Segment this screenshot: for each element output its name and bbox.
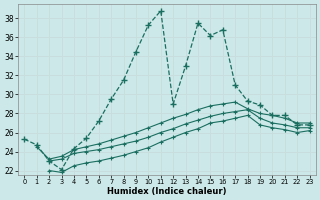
- X-axis label: Humidex (Indice chaleur): Humidex (Indice chaleur): [107, 187, 227, 196]
